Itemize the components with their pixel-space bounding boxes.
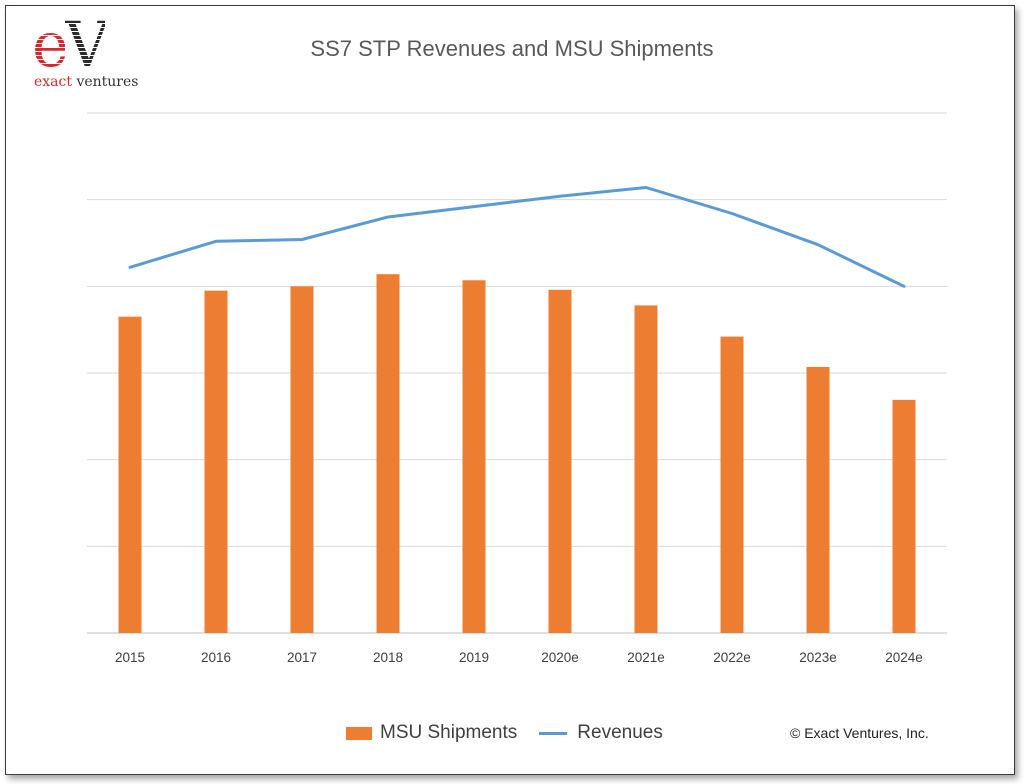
- x-tick-label: 2022e: [713, 650, 751, 665]
- x-tick-label: 2024e: [885, 650, 923, 665]
- bar-msu-shipments: [548, 289, 572, 633]
- logo-word-ventures: ventures: [72, 74, 139, 90]
- logo-letter-e: e: [32, 8, 69, 81]
- bar-msu-shipments: [634, 305, 658, 633]
- copyright-notice: © Exact Ventures, Inc.: [790, 725, 929, 741]
- legend-label-msu-shipments: MSU Shipments: [380, 722, 518, 743]
- bar-msu-shipments: [806, 366, 830, 633]
- bar-msu-shipments: [892, 399, 916, 633]
- chart-frame: [5, 5, 1015, 775]
- x-tick-label: 2017: [287, 650, 317, 665]
- legend-item-msu-shipments: MSU Shipments: [346, 722, 517, 744]
- legend-swatch-bar: [346, 726, 372, 740]
- legend-label-revenues: Revenues: [577, 722, 663, 743]
- bar-msu-shipments: [118, 316, 142, 633]
- logo-word-exact: exact: [34, 74, 72, 90]
- x-tick-label: 2020e: [541, 650, 579, 665]
- logo-letter-v: V: [64, 8, 110, 81]
- bar-msu-shipments: [720, 336, 744, 633]
- x-tick-label: 2023e: [799, 650, 837, 665]
- x-tick-label: 2015: [115, 650, 145, 665]
- x-tick-label: 2018: [373, 650, 403, 665]
- x-tick-label: 2021e: [627, 650, 665, 665]
- exact-ventures-logo: eV exact ventures: [32, 14, 142, 94]
- chart-legend: MSU Shipments Revenues: [346, 722, 685, 744]
- bar-msu-shipments: [290, 286, 314, 633]
- bar-msu-shipments: [376, 274, 400, 633]
- chart-title: SS7 STP Revenues and MSU Shipments: [310, 36, 714, 61]
- line-revenues: [128, 186, 906, 288]
- legend-swatch-line: [539, 731, 568, 735]
- logo-wordmark: exact ventures: [34, 74, 138, 90]
- bar-msu-shipments: [462, 280, 486, 633]
- x-tick-label: 2019: [459, 650, 489, 665]
- bar-msu-shipments: [204, 290, 228, 633]
- x-tick-label: 2016: [201, 650, 231, 665]
- ev-logo-mark: eV: [32, 14, 109, 76]
- legend-item-revenues: Revenues: [539, 722, 663, 744]
